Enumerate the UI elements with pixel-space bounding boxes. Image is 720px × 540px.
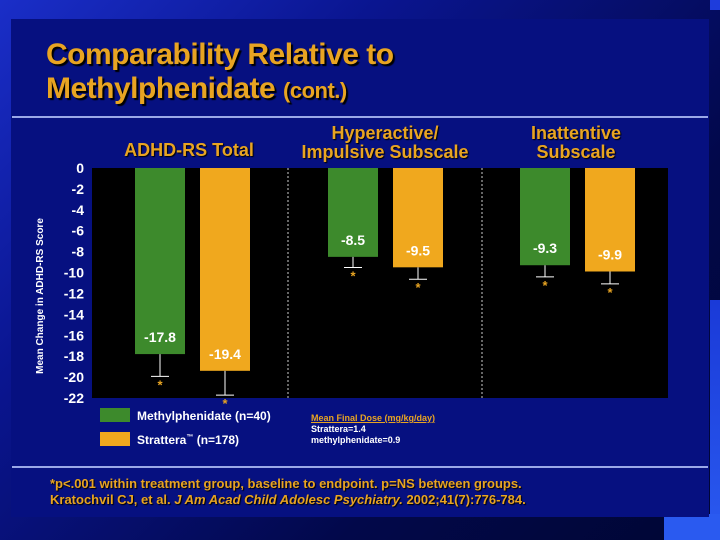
y-tick-label: -22 xyxy=(64,390,84,406)
bar-value-label: -19.4 xyxy=(209,346,241,362)
dose-title: Mean Final Dose (mg/kg/day) xyxy=(311,413,436,423)
trademark-symbol: ™ xyxy=(186,434,194,441)
group-title-hyperactive: Hyperactive/ Impulsive Subscale xyxy=(296,124,474,162)
plot-area xyxy=(92,168,668,398)
title-line-2: Methylphenidate xyxy=(46,72,276,105)
title-suffix: (cont.) xyxy=(283,78,347,103)
significance-marker: * xyxy=(350,269,356,284)
y-tick-label: -18 xyxy=(64,348,84,364)
y-tick-label: -12 xyxy=(64,285,84,301)
bar-methylphenidate xyxy=(520,168,570,266)
dose-methylphenidate: methylphenidate=0.9 xyxy=(311,435,401,445)
bar-strattera xyxy=(393,168,443,268)
dose-strattera: Strattera=1.4 xyxy=(311,424,366,434)
bars: -17.8 * -8.5 * -9.3 * -19.4 * -9.5 * -9.9 * xyxy=(135,168,635,411)
y-tick-label: -4 xyxy=(72,202,85,218)
y-tick-label: -6 xyxy=(72,223,85,239)
legend-label-methylphenidate: Methylphenidate (n=40) xyxy=(137,409,271,423)
citation-journal: J Am Acad Child Adolesc Psychiatry. xyxy=(174,492,403,507)
title-line-1: Comparability Relative to xyxy=(46,38,394,71)
bar-value-label: -9.3 xyxy=(533,240,557,256)
y-tick-label: -8 xyxy=(72,244,85,260)
bar-strattera xyxy=(200,168,250,371)
legend-strattera-name: Strattera xyxy=(137,433,187,447)
significance-marker: * xyxy=(415,280,421,295)
group-title-hyperactive-line1: Hyperactive/ xyxy=(331,123,439,143)
group-title-total-text: ADHD-RS Total xyxy=(124,140,254,160)
y-tick-label: -16 xyxy=(64,327,84,343)
y-tick-label: -20 xyxy=(64,369,84,385)
footnote-citation: Kratochvil CJ, et al. J Am Acad Child Ad… xyxy=(50,492,526,507)
group-title-inattentive-line2: Subscale xyxy=(536,142,616,162)
bar-value-label: -9.5 xyxy=(406,242,430,258)
y-tick-label: -14 xyxy=(64,306,84,322)
group-title-total: ADHD-RS Total xyxy=(118,141,260,160)
legend-label-strattera: Strattera™ (n=178) xyxy=(137,433,239,447)
group-title-hyperactive-line2: Impulsive Subscale xyxy=(301,142,469,162)
group-title-inattentive: Inattentive Subscale xyxy=(506,124,646,162)
y-tick-label: -2 xyxy=(72,181,85,197)
significance-marker: * xyxy=(157,377,163,392)
significance-marker: * xyxy=(607,285,613,300)
footnote-significance: *p<.001 within treatment group, baseline… xyxy=(50,476,522,491)
corner-accent xyxy=(710,0,720,10)
title-divider xyxy=(12,116,708,118)
significance-marker: * xyxy=(542,278,548,293)
y-tick-label: -10 xyxy=(64,265,84,281)
bar-methylphenidate xyxy=(328,168,378,257)
legend-strattera-n: (n=178) xyxy=(196,433,240,447)
y-axis-ticks: 0 -2 -4 -6 -8 -10 -12 -14 -16 -18 -20 -22 xyxy=(64,160,84,406)
legend-swatch-methylphenidate xyxy=(100,408,130,422)
bar-value-label: -17.8 xyxy=(144,329,176,345)
y-axis-title: Mean Change in ADHD-RS Score xyxy=(35,218,46,374)
side-accent-band xyxy=(710,300,720,540)
y-tick-label: 0 xyxy=(76,160,84,176)
bar-strattera xyxy=(585,168,635,272)
bar-value-label: -8.5 xyxy=(341,232,365,248)
significance-marker: * xyxy=(222,396,228,411)
legend-swatch-strattera xyxy=(100,432,130,446)
bottom-accent xyxy=(664,514,720,540)
bar-value-label: -9.9 xyxy=(598,247,622,263)
slide-title: Comparability Relative to Methylphenidat… xyxy=(46,38,394,108)
citation-detail: 2002;41(7):776-784. xyxy=(406,492,526,507)
bar-methylphenidate xyxy=(135,168,185,355)
footer-divider xyxy=(12,466,708,468)
citation-authors: Kratochvil CJ, et al. xyxy=(50,492,171,507)
group-title-inattentive-line1: Inattentive xyxy=(530,123,622,143)
